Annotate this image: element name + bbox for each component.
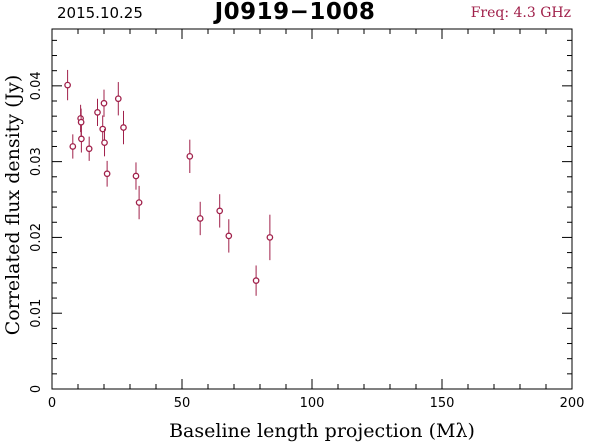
data-point xyxy=(120,110,127,145)
x-tick-label: 50 xyxy=(174,396,191,411)
point-marker xyxy=(186,152,194,160)
data-point xyxy=(186,139,194,173)
data-points xyxy=(64,69,274,296)
point-marker xyxy=(69,143,77,150)
data-point xyxy=(225,219,233,253)
data-point xyxy=(135,185,143,220)
frequency-label: Freq: 4.3 GHz xyxy=(470,5,571,21)
point-marker xyxy=(120,124,127,131)
data-point xyxy=(100,89,108,117)
plot-frame xyxy=(51,28,573,390)
point-marker xyxy=(78,135,85,143)
x-tick-label: 200 xyxy=(560,396,585,411)
y-axis-label: Correlated flux density (Jy) xyxy=(2,75,24,336)
y-tick-label: 0.02 xyxy=(29,223,44,252)
x-tick-label: 0 xyxy=(48,396,56,411)
point-marker xyxy=(252,277,260,284)
data-point xyxy=(132,162,140,190)
data-point xyxy=(77,104,84,133)
data-point xyxy=(78,125,85,153)
chart-title: J0919−1008 xyxy=(214,0,376,25)
data-point xyxy=(64,69,71,101)
point-marker xyxy=(103,170,111,178)
point-marker xyxy=(100,99,108,107)
point-marker xyxy=(196,215,204,222)
point-marker xyxy=(216,207,224,215)
x-tick-label: 100 xyxy=(300,396,325,411)
data-point xyxy=(69,134,77,159)
data-point xyxy=(85,136,93,161)
y-tick-label: 0.03 xyxy=(29,147,44,176)
point-marker xyxy=(266,234,274,241)
data-point xyxy=(266,214,274,261)
data-point xyxy=(101,129,108,157)
plot-axes: 0 50 100 150 200 0 0.01 0.02 0.03 0.04 xyxy=(29,28,585,411)
data-point xyxy=(103,160,111,187)
data-point xyxy=(252,265,260,296)
point-marker xyxy=(132,172,140,180)
point-marker xyxy=(101,139,108,147)
point-marker xyxy=(114,95,122,103)
data-point xyxy=(196,201,204,236)
point-marker xyxy=(94,109,101,116)
data-point xyxy=(216,194,224,228)
point-marker xyxy=(135,199,143,206)
point-marker xyxy=(77,118,85,126)
x-axis-label: Baseline length projection (Mλ) xyxy=(169,420,475,442)
x-tick-label: 150 xyxy=(430,396,455,411)
data-point xyxy=(114,82,122,116)
point-marker xyxy=(85,145,93,153)
date-label: 2015.10.25 xyxy=(57,4,143,22)
point-marker xyxy=(225,232,233,240)
y-tick-label: 0.04 xyxy=(29,71,44,100)
y-tick-label: 0.01 xyxy=(29,299,44,328)
point-marker xyxy=(64,81,71,89)
data-point xyxy=(94,98,101,127)
y-tick-label: 0 xyxy=(29,385,44,393)
